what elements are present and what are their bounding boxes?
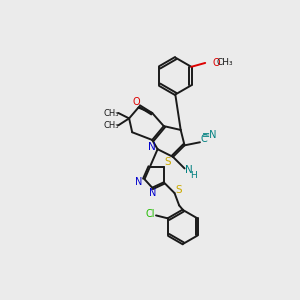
Text: N: N <box>184 165 192 175</box>
Text: S: S <box>175 185 182 195</box>
Text: C: C <box>200 134 207 144</box>
Text: H: H <box>190 171 196 180</box>
Text: Cl: Cl <box>145 209 154 219</box>
Text: O: O <box>132 97 140 107</box>
Text: O: O <box>212 58 220 68</box>
Text: N: N <box>135 176 143 187</box>
Text: CH₃: CH₃ <box>104 121 119 130</box>
Text: CH₃: CH₃ <box>217 58 233 68</box>
Text: S: S <box>164 157 171 167</box>
Text: N: N <box>149 188 157 198</box>
Text: N: N <box>148 142 156 152</box>
Text: CH₃: CH₃ <box>104 109 119 118</box>
Text: ≡N: ≡N <box>202 130 218 140</box>
